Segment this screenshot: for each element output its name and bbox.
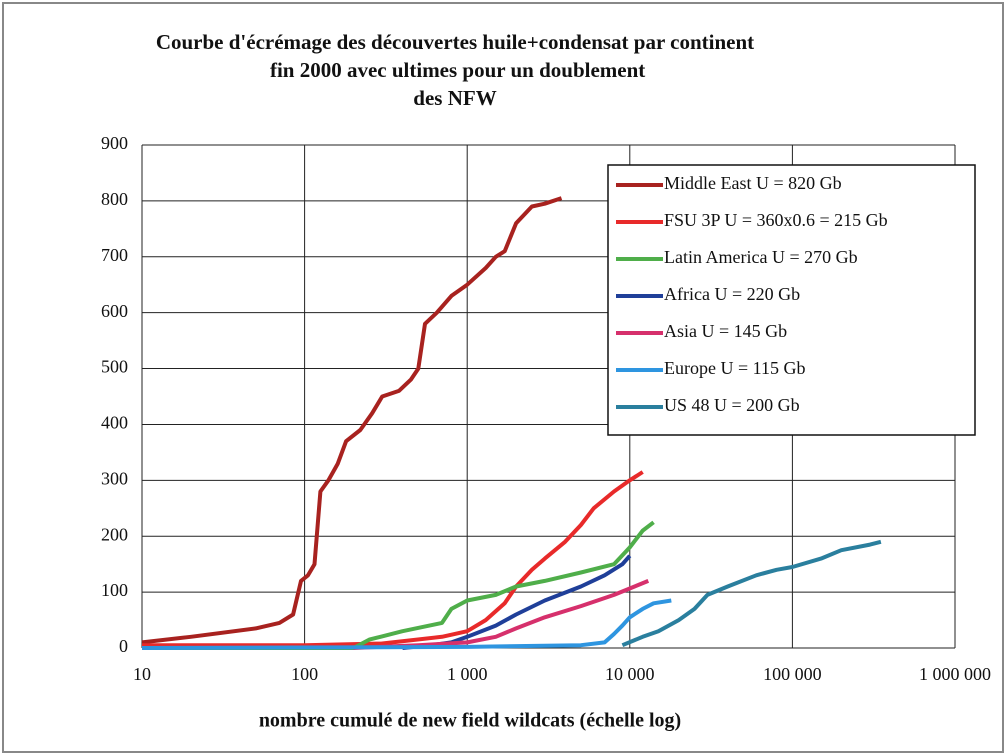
y-tick-label: 600 xyxy=(101,301,128,321)
y-tick-label: 300 xyxy=(101,468,128,488)
y-tick-label: 100 xyxy=(101,580,128,600)
y-tick-label: 500 xyxy=(101,357,128,377)
chart-title: Courbe d'écrémage des découvertes huile+… xyxy=(156,30,754,110)
x-tick-label: 100 000 xyxy=(763,664,822,684)
y-tick-label: 800 xyxy=(101,189,128,209)
x-tick-label: 1 000 xyxy=(447,664,488,684)
series-line xyxy=(142,470,644,648)
x-tick-label: 1 000 000 xyxy=(919,664,991,684)
legend-label: Latin America U = 270 Gb xyxy=(664,247,858,267)
legend-label: US 48 U = 200 Gb xyxy=(664,395,800,415)
y-tick-label: 200 xyxy=(101,524,128,544)
legend-label: Africa U = 220 Gb xyxy=(664,284,800,304)
series-line xyxy=(141,598,672,650)
x-tick-label: 100 xyxy=(291,664,318,684)
y-tick-label: 900 xyxy=(101,133,128,153)
series-line xyxy=(353,579,650,650)
x-axis-label: nombre cumulé de new field wildcats (éch… xyxy=(259,710,681,732)
legend-label: Europe U = 115 Gb xyxy=(664,358,805,378)
y-tick-label: 0 xyxy=(119,636,128,656)
legend-label: Asia U = 145 Gb xyxy=(664,321,787,341)
series-line xyxy=(142,520,655,650)
series-line xyxy=(621,539,882,648)
y-tick-label: 400 xyxy=(101,413,128,433)
x-tick-label: 10 000 xyxy=(605,664,655,684)
y-tick-label: 700 xyxy=(101,245,128,265)
legend-label: FSU 3P U = 360x0.6 = 215 Gb xyxy=(664,210,888,230)
legend-label: Middle East U = 820 Gb xyxy=(664,173,842,193)
x-tick-label: 10 xyxy=(133,664,151,684)
series-line xyxy=(141,196,563,645)
legend-box xyxy=(607,164,976,436)
